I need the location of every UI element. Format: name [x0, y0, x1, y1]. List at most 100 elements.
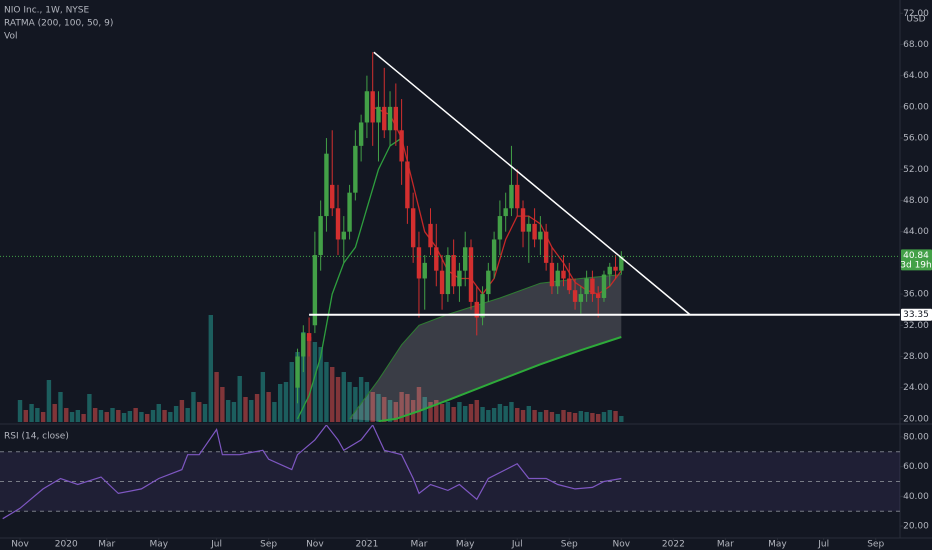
x-tick-label: Mar	[98, 540, 115, 550]
candle-body	[491, 239, 497, 271]
volume-bar	[237, 376, 242, 422]
x-tick-label: Sep	[260, 540, 277, 550]
candle-body	[468, 247, 474, 302]
volume-bar	[283, 382, 289, 422]
volume-bar	[451, 407, 456, 422]
candle-body	[549, 262, 555, 287]
volume-bar	[156, 404, 161, 422]
y-tick-label: 32.00	[903, 321, 929, 331]
volume-bar	[364, 382, 370, 422]
candle-body	[619, 256, 624, 271]
volume-bar	[619, 416, 624, 422]
volume-bar	[353, 387, 358, 422]
volume-bar	[491, 408, 497, 422]
volume-bar	[555, 414, 560, 422]
x-tick-label: Mar	[717, 540, 734, 550]
candle-body	[509, 184, 514, 209]
ma-line	[296, 137, 402, 420]
ma-band	[349, 274, 622, 422]
candle-body	[306, 333, 312, 341]
volume-bar	[468, 404, 474, 422]
volume-bar	[312, 342, 318, 422]
candle-body	[382, 106, 387, 131]
x-tick-label: Sep	[561, 540, 578, 550]
candle-body	[584, 278, 589, 295]
candle-body	[312, 255, 318, 326]
volume-bar	[405, 394, 410, 422]
volume-bar	[266, 392, 271, 422]
volume-bar	[225, 400, 231, 422]
volume-bar	[416, 387, 422, 422]
volume-bar	[572, 413, 578, 422]
volume-bar	[17, 400, 23, 422]
volume-bar	[260, 372, 266, 422]
candle-body	[422, 262, 427, 279]
volume-bar	[370, 392, 375, 422]
rsi-tick-label: 80.00	[903, 432, 929, 442]
rsi-tick-label: 60.00	[903, 462, 929, 472]
x-tick-label: May	[149, 540, 168, 550]
x-tick-label: Nov	[11, 540, 29, 550]
volume-bar	[110, 408, 115, 422]
volume-bar	[480, 407, 485, 422]
volume-bar	[243, 397, 248, 422]
volume-bar	[341, 372, 346, 422]
volume-bar	[145, 414, 150, 422]
y-tick-label: 44.00	[903, 227, 929, 237]
volume-bar	[324, 362, 329, 422]
volume-bar	[75, 410, 81, 422]
y-tick-label: 56.00	[903, 134, 929, 144]
volume-bar	[208, 315, 214, 422]
x-tick-label: Jul	[511, 540, 523, 550]
volume-bar	[393, 402, 399, 422]
candle-body	[463, 247, 468, 271]
x-tick-label: May	[768, 540, 787, 550]
candle-body	[555, 270, 560, 287]
candle-body	[526, 223, 532, 232]
candle-body	[497, 216, 503, 240]
candle-body	[405, 161, 410, 209]
support-price-label: 33.35	[903, 310, 929, 320]
volume-bar	[40, 412, 46, 422]
candle-body	[439, 270, 445, 295]
volume-bar	[532, 410, 537, 422]
volume-bar	[567, 412, 572, 422]
volume-bar	[249, 400, 254, 422]
volume-bar	[613, 411, 618, 422]
y-tick-label: 20.00	[903, 414, 929, 424]
volume-bar	[607, 410, 612, 422]
candle-body	[578, 294, 584, 302]
candle-body	[445, 255, 451, 295]
volume-bar	[52, 404, 57, 422]
candle-body	[295, 356, 300, 388]
indicator-label: RATMA (200, 100, 50, 9)	[4, 19, 113, 29]
volume-bar	[173, 406, 179, 422]
x-tick-label: 2022	[662, 540, 685, 550]
volume-bar	[399, 392, 404, 422]
volume-bar	[538, 412, 543, 422]
candle-body	[520, 208, 526, 232]
y-tick-label: 28.00	[903, 352, 929, 362]
rsi-line	[2, 425, 622, 520]
candle-body	[457, 270, 462, 287]
volume-bar	[98, 410, 104, 422]
volume-bar	[23, 410, 28, 422]
rsi-title: RSI (14, close)	[4, 432, 69, 442]
volume-bar	[289, 362, 294, 422]
volume-bar	[382, 397, 387, 422]
volume-bar	[162, 410, 167, 422]
volume-bar	[347, 382, 352, 422]
candle-body	[486, 270, 491, 295]
volume-bar	[497, 404, 503, 422]
currency: USD	[906, 15, 925, 25]
chart-title: NIO Inc., 1W, NYSE	[4, 6, 90, 16]
volume-bar	[64, 408, 69, 422]
last-price-label: 40.84	[903, 251, 929, 261]
candle-body	[561, 270, 566, 279]
candle-body	[399, 130, 404, 162]
candle-body	[318, 216, 323, 256]
volume-bar	[503, 406, 508, 422]
y-tick-label: 52.00	[903, 165, 929, 175]
candle-body	[434, 247, 439, 271]
x-tick-label: May	[456, 540, 475, 550]
